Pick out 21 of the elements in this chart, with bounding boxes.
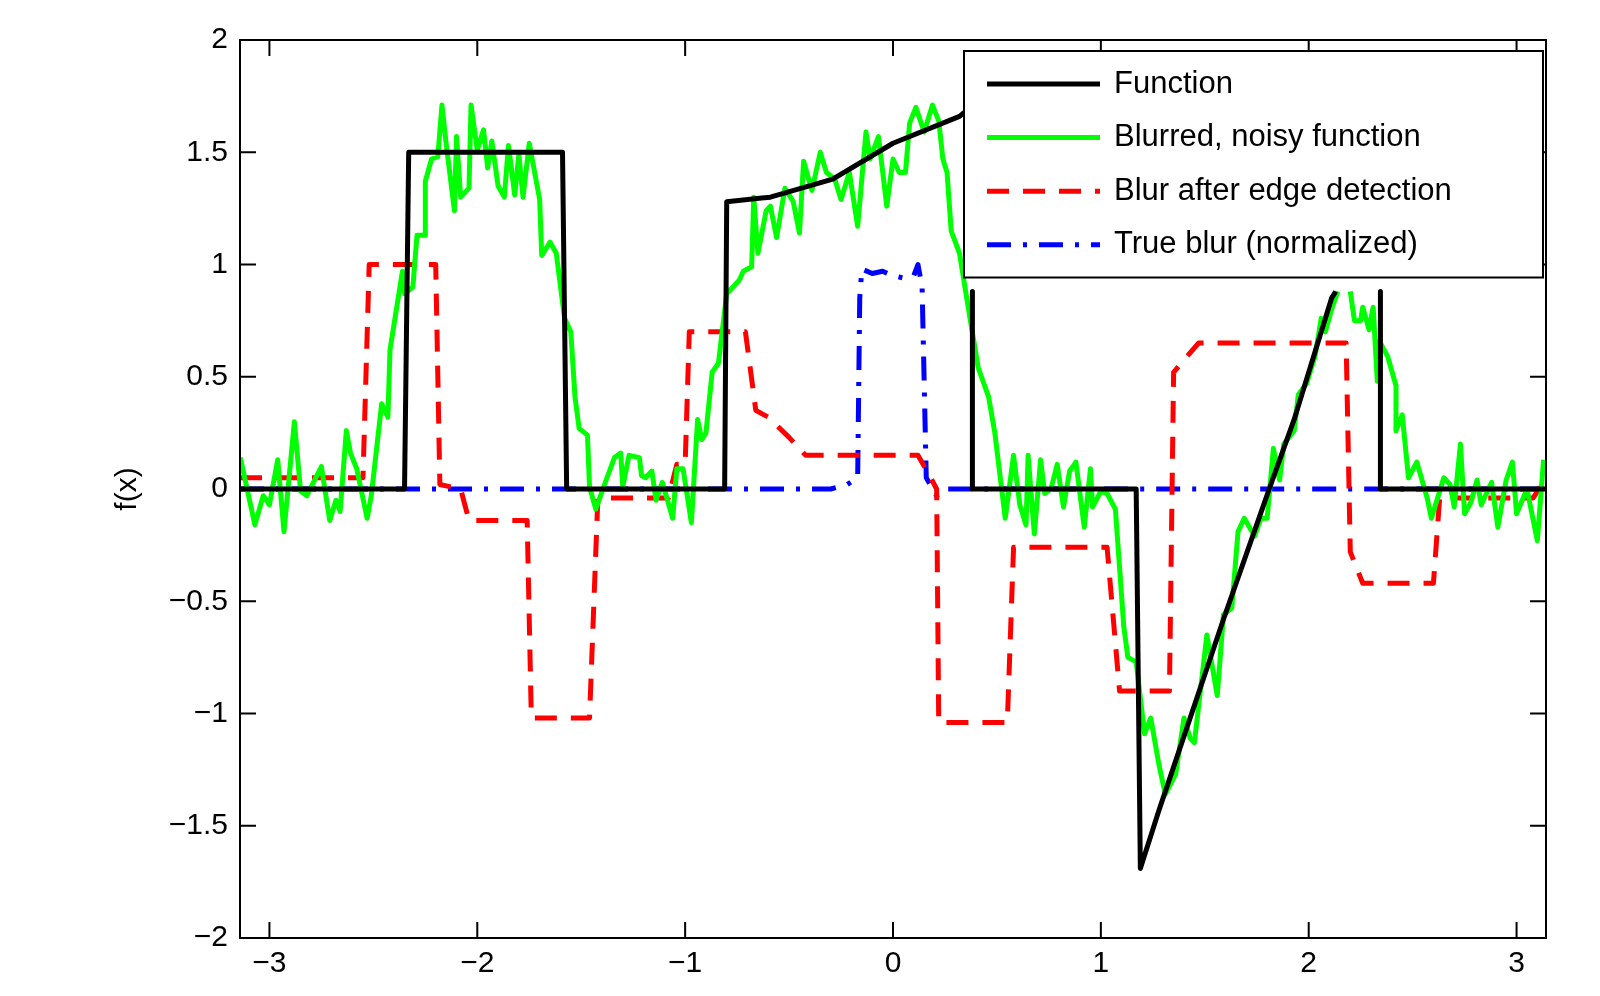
legend-label: Blur after edge detection (1114, 171, 1452, 207)
legend-label: True blur (normalized) (1114, 225, 1418, 261)
y-tick-label: −1 (193, 694, 228, 728)
legend-label: Function (1114, 64, 1233, 100)
x-tick-label: −2 (460, 945, 495, 979)
y-tick-label: 1.5 (186, 133, 228, 167)
x-tick-label: 0 (884, 945, 902, 979)
x-tick-label: 2 (1300, 945, 1318, 979)
x-tick-label: 3 (1508, 945, 1525, 979)
y-tick-label: −0.5 (168, 582, 228, 616)
x-tick-label: −1 (668, 945, 703, 979)
y-tick-label: −1.5 (168, 807, 228, 841)
y-tick-label: 2 (211, 21, 228, 55)
y-tick-label: 0 (211, 470, 228, 504)
x-tick-label: 1 (1092, 945, 1110, 979)
legend-label: Blurred, noisy function (1114, 118, 1421, 154)
x-tick-label: −3 (252, 945, 287, 979)
y-tick-label: 0.5 (186, 358, 228, 392)
y-tick-label: −2 (193, 919, 228, 953)
y-tick-label: 1 (211, 245, 228, 279)
y-axis-title: f(x) (109, 467, 143, 511)
